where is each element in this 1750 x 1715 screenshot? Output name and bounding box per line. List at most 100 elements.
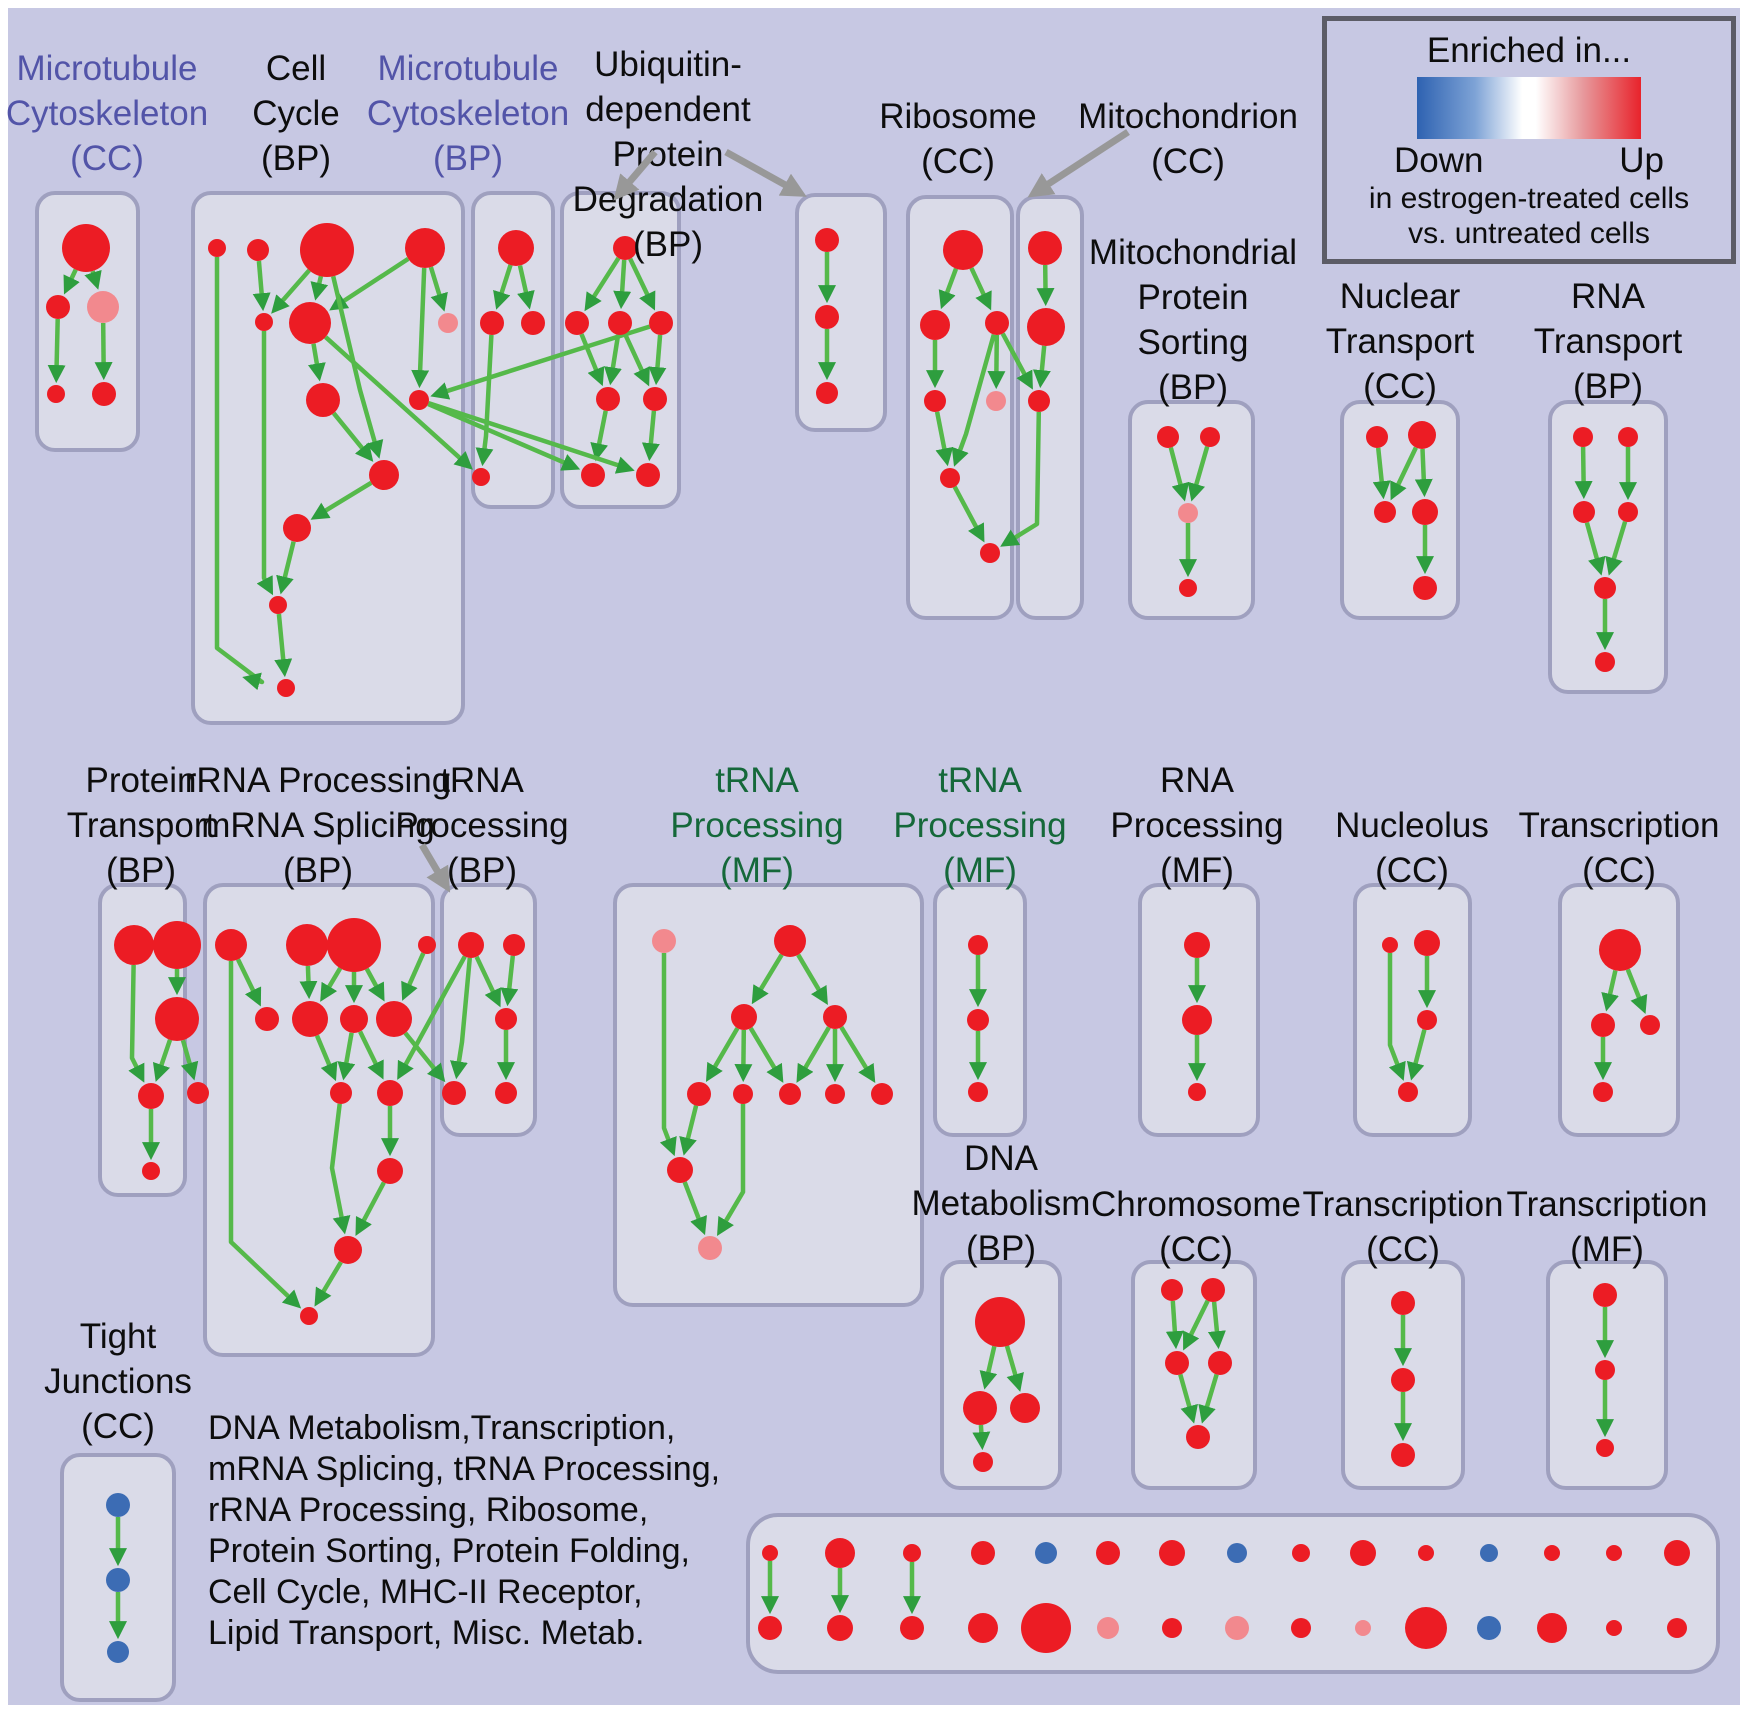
cluster-box-microtubule-cytoskeleton-cc bbox=[35, 191, 140, 452]
go-term-node-nt4 bbox=[1412, 499, 1438, 525]
go-term-node-f7 bbox=[980, 543, 1000, 563]
go-term-node-b12 bbox=[269, 596, 287, 614]
go-term-node-e3 bbox=[816, 382, 838, 404]
go-term-node-p4 bbox=[973, 1452, 993, 1472]
cluster-label-mitochondrion-cc: Mitochondrion (CC) bbox=[1078, 97, 1298, 181]
go-term-node-f6 bbox=[940, 468, 960, 488]
go-edge-q2-q4 bbox=[1207, 1301, 1226, 1350]
go-edge-d1-d3 bbox=[613, 259, 632, 310]
go-term-node-u13b bbox=[1537, 1613, 1567, 1643]
mixed-categories-note: DNA Metabolism,Transcription, mRNA Splic… bbox=[208, 1409, 721, 1652]
go-term-node-i2 bbox=[286, 924, 328, 966]
go-edge-b5-b12 bbox=[256, 331, 274, 596]
go-edge-q1-q3 bbox=[1165, 1300, 1184, 1350]
go-edge-f3-g3 bbox=[1000, 332, 1033, 390]
go-term-node-c1 bbox=[498, 230, 534, 266]
go-term-node-h3 bbox=[155, 997, 199, 1041]
go-term-node-c3 bbox=[521, 311, 545, 335]
go-edge-f4-f6 bbox=[934, 411, 954, 467]
go-edge-mp2-mp3 bbox=[1187, 445, 1210, 502]
pointer-arrows-layer bbox=[418, 129, 1130, 893]
go-edge-i7-i9 bbox=[337, 1032, 356, 1081]
go-term-node-u9t bbox=[1292, 1544, 1310, 1562]
go-term-node-q4 bbox=[1208, 1351, 1232, 1375]
go-term-node-f5 bbox=[986, 391, 1006, 411]
nodes-layer bbox=[46, 223, 1690, 1663]
label-pointer-arrow-2 bbox=[1027, 129, 1130, 198]
go-term-node-a5 bbox=[92, 382, 116, 406]
go-edge-b8-b10 bbox=[331, 411, 374, 462]
go-edge-g2-g3 bbox=[1032, 345, 1051, 389]
go-term-node-t2 bbox=[106, 1568, 130, 1592]
go-term-node-h6 bbox=[142, 1162, 160, 1180]
go-term-node-i3 bbox=[327, 918, 381, 972]
cluster-label-rna-processing-mf: RNA Processing (MF) bbox=[1110, 761, 1283, 890]
go-term-node-d4 bbox=[649, 311, 673, 335]
go-term-node-b7 bbox=[438, 313, 458, 333]
go-edge-d6-d8 bbox=[641, 410, 660, 462]
edges-layer bbox=[47, 252, 1648, 1640]
go-term-node-l3 bbox=[968, 1082, 988, 1102]
go-term-node-nn1 bbox=[1382, 937, 1398, 953]
cluster-box-rrna-processing-mrna-splicing-bp bbox=[203, 883, 435, 1357]
go-term-node-p1 bbox=[975, 1297, 1025, 1347]
go-term-node-u15t bbox=[1664, 1540, 1690, 1566]
go-edge-d1-d4 bbox=[628, 257, 656, 311]
go-term-node-b2 bbox=[247, 239, 269, 261]
go-term-node-j2 bbox=[503, 934, 525, 956]
go-term-node-l1 bbox=[968, 935, 988, 955]
go-edge-i9-i12 bbox=[329, 1103, 351, 1235]
go-term-node-d8 bbox=[636, 463, 660, 487]
go-term-node-t3 bbox=[107, 1641, 129, 1663]
go-edge-p1-p3 bbox=[1004, 1345, 1024, 1392]
go-term-node-o1 bbox=[1599, 929, 1641, 971]
go-edge-nt2-nt3 bbox=[1390, 446, 1418, 501]
go-edge-a1-a3 bbox=[84, 269, 102, 290]
go-edge-b2-b5 bbox=[252, 260, 271, 312]
cluster-label-dna-metabolism-bp: DNA Metabolism (BP) bbox=[912, 1139, 1091, 1268]
go-edge-q4-q5 bbox=[1198, 1373, 1219, 1424]
go-term-node-i6 bbox=[292, 1001, 328, 1037]
legend: Enriched in... Down Up in estrogen-treat… bbox=[1322, 16, 1736, 264]
go-term-node-u1b bbox=[758, 1616, 782, 1640]
cluster-label-transcription-cc-2: Transcription (CC) bbox=[1303, 1185, 1504, 1269]
go-term-node-u14b bbox=[1606, 1620, 1622, 1636]
go-edge-b6-b8 bbox=[307, 343, 326, 382]
go-term-node-u11b bbox=[1405, 1607, 1447, 1649]
go-term-node-d7 bbox=[581, 463, 605, 487]
go-edge-h1-h4 bbox=[128, 964, 145, 1083]
go-term-node-u2t bbox=[825, 1538, 855, 1568]
go-term-node-rt4 bbox=[1618, 502, 1638, 522]
go-edge-rt3-rt5 bbox=[1584, 521, 1606, 576]
go-term-node-q5 bbox=[1186, 1425, 1210, 1449]
go-term-node-k4 bbox=[823, 1005, 847, 1029]
go-term-node-o4 bbox=[1593, 1082, 1613, 1102]
go-term-node-i11 bbox=[377, 1158, 403, 1184]
go-term-node-g1 bbox=[1028, 231, 1062, 265]
legend-subtitle-line1: in estrogen-treated cells bbox=[1368, 182, 1690, 215]
go-edge-nt1-nt3 bbox=[1372, 447, 1391, 500]
cluster-box-ubiquitin-degradation-chain bbox=[795, 193, 887, 432]
go-edge-d4-d6 bbox=[648, 334, 667, 386]
go-edge-c1-c3 bbox=[517, 265, 535, 310]
go-term-node-e2 bbox=[815, 305, 839, 329]
go-edge-b4-b6 bbox=[329, 257, 410, 311]
go-edge-i8-j4 bbox=[403, 1031, 446, 1083]
go-term-node-p2 bbox=[963, 1391, 997, 1425]
cluster-box-dna-metabolism-bp bbox=[940, 1260, 1062, 1490]
go-term-node-u8b bbox=[1225, 1616, 1249, 1640]
go-edge-p2-p4 bbox=[972, 1424, 991, 1451]
cluster-label-tight-junctions-cc: Tight Junctions (CC) bbox=[44, 1317, 192, 1446]
cluster-label-nucleolus-cc: Nucleolus (CC) bbox=[1335, 806, 1489, 890]
go-term-node-u12t bbox=[1480, 1544, 1498, 1562]
go-term-node-i10 bbox=[377, 1080, 403, 1106]
go-edge-a2-a4 bbox=[47, 318, 66, 384]
go-term-node-rt2 bbox=[1618, 427, 1638, 447]
go-edge-i12-i13 bbox=[314, 1260, 343, 1307]
go-term-node-rt3 bbox=[1573, 501, 1595, 523]
go-term-node-rt6 bbox=[1595, 652, 1615, 672]
go-edge-b11-b12 bbox=[276, 541, 296, 595]
go-term-node-mp1 bbox=[1157, 426, 1179, 448]
go-term-node-d1 bbox=[613, 236, 637, 260]
go-term-node-b10 bbox=[369, 460, 399, 490]
